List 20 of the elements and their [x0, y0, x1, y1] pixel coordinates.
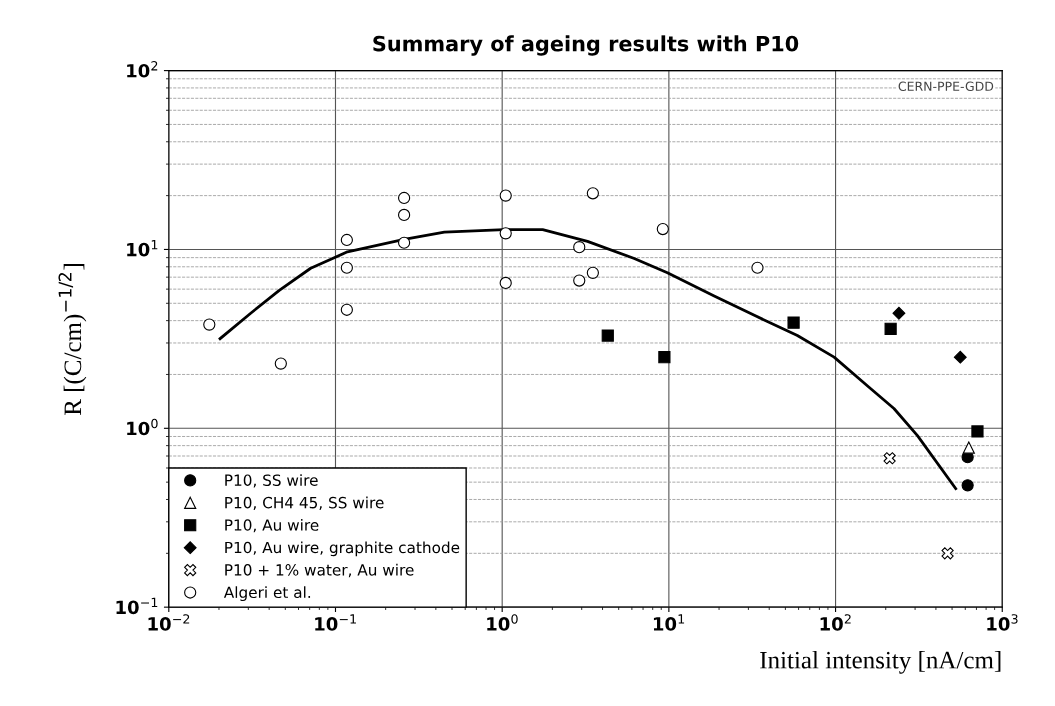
legend-label: P10, CH4 45, SS wire: [225, 496, 384, 510]
y-axis-title: R [(C/cm)$^{−1/2}$]: [58, 264, 87, 416]
y-tick-label: 10$^{2}$: [127, 61, 158, 78]
x-tick-label: 10$^{0}$: [487, 614, 518, 631]
legend-label: P10, Au wire, graphite cathode: [225, 541, 460, 557]
y-tick-label: 10$^{0}$: [127, 418, 158, 436]
x-tick-label: 10$^{1}$: [653, 614, 685, 631]
x-tick-label: 10$^{−2}$: [148, 614, 190, 631]
y-tick-label: 10$^{1}$: [127, 240, 158, 257]
x-tick-label: 10$^{−1}$: [315, 614, 356, 631]
legend-label: Algeri et al.: [223, 586, 311, 602]
legend-label: P10 + 1% water, Au wire: [225, 563, 414, 578]
y-tick-label: 10$^{−1}$: [116, 597, 158, 615]
legend-label: P10, SS wire: [225, 474, 318, 488]
x-tick-label: 10$^{3}$: [987, 614, 1018, 631]
annotation: CERN-PPE-GDD: [898, 81, 994, 92]
chart-title: Summary of ageing results with P10: [373, 35, 799, 56]
legend-label: P10, Au wire: [225, 518, 319, 533]
x-tick-label: 10$^{2}$: [820, 614, 851, 631]
x-axis-title: Initial intensity [nA/cm]: [760, 651, 1001, 674]
